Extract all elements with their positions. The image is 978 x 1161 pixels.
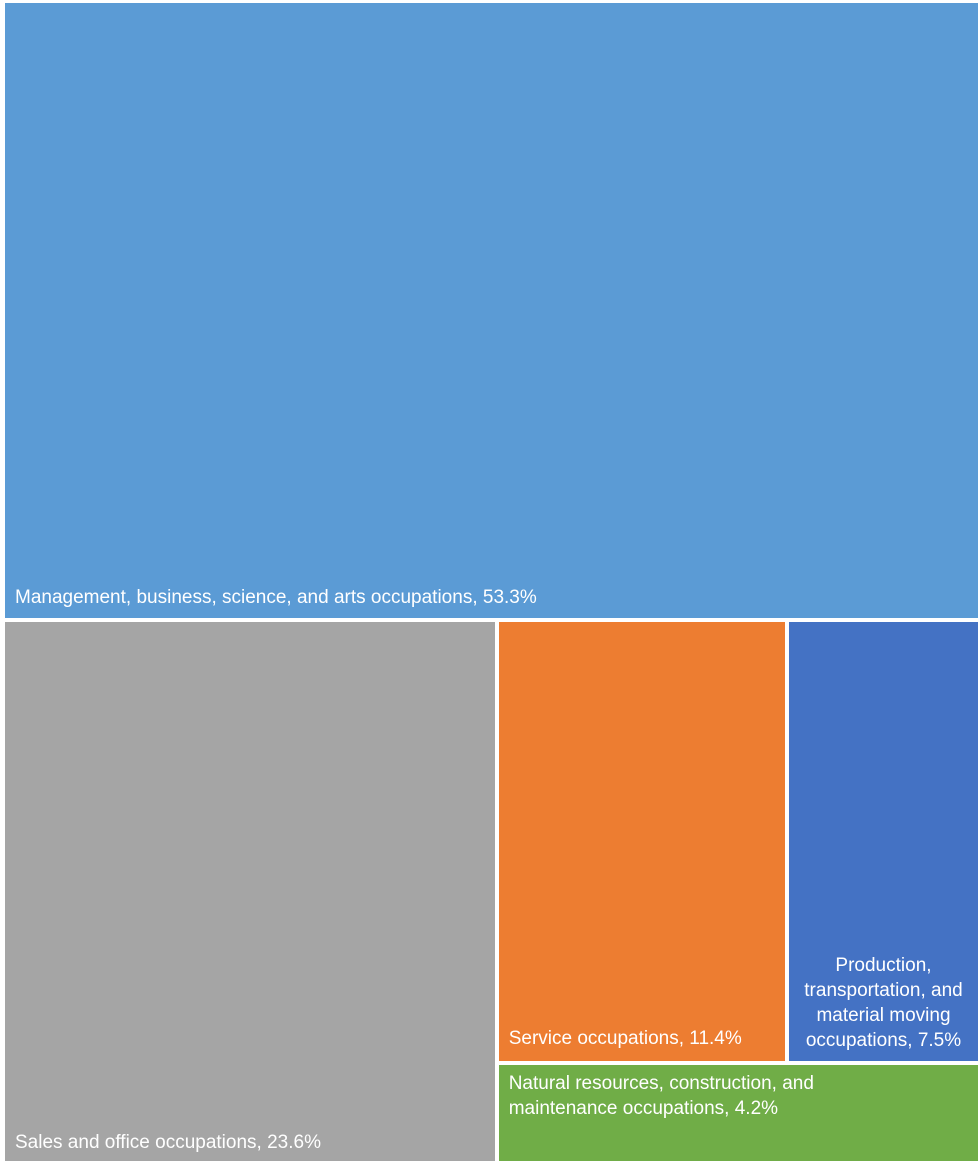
tile-label-sales-office: Sales and office occupations, 23.6% — [15, 1131, 321, 1153]
tile-label-service: Service occupations, 11.4% — [508, 1027, 742, 1049]
tile-production: Production, transportation, and material… — [789, 622, 978, 1061]
tile-natural-resources: Natural resources, construction, and mai… — [498, 1064, 978, 1161]
tile-sales-office: Sales and office occupations, 23.6% — [5, 622, 495, 1161]
tile-management: Management, business, science, and arts … — [5, 3, 978, 619]
tile-service: Service occupations, 11.4% — [498, 622, 785, 1061]
tile-label-natural-resources: Natural resources, construction, and mai… — [508, 1072, 814, 1119]
tile-label-management: Management, business, science, and arts … — [15, 587, 537, 609]
tile-label-production: Production, transportation, and material… — [804, 954, 963, 1051]
